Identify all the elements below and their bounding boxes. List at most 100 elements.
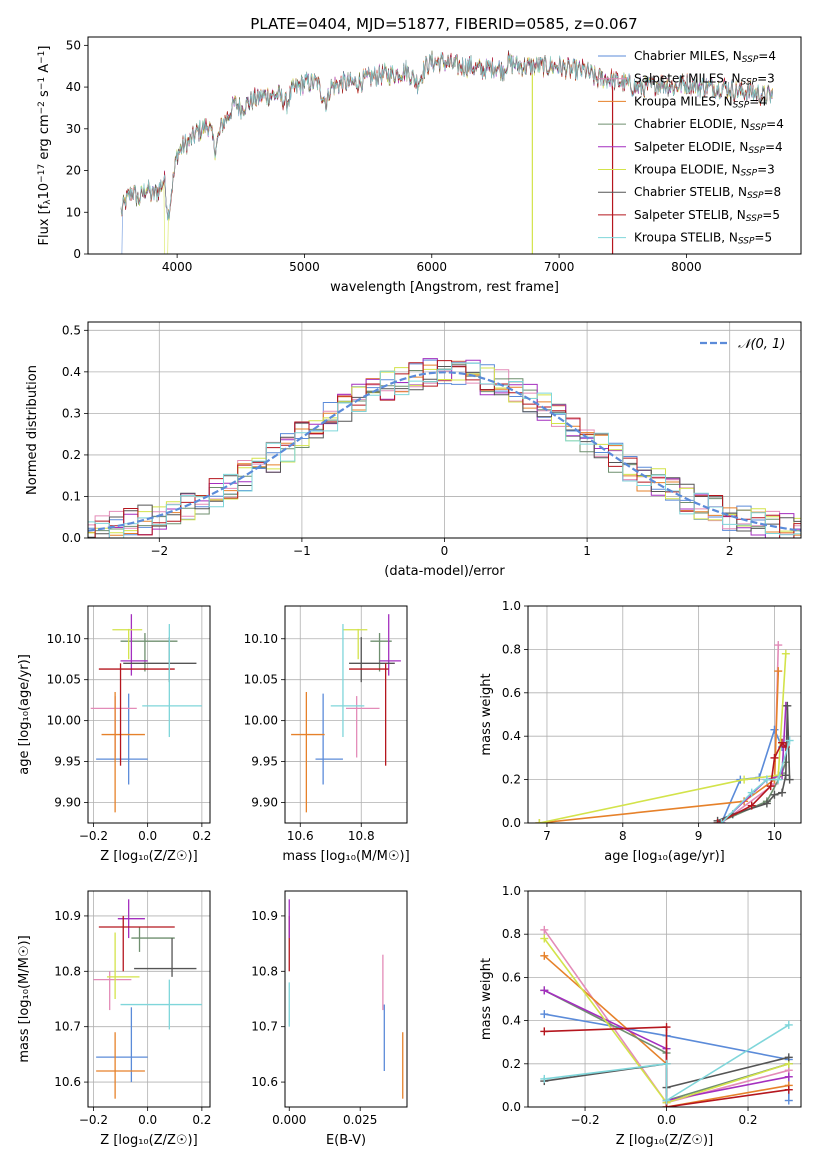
y-axis-label-part: ] <box>37 46 52 51</box>
plot-area <box>88 322 801 538</box>
y-tick-label: 0.6 <box>502 686 521 700</box>
y-axis-label-part: −17 <box>37 164 47 183</box>
axes-frame <box>284 605 408 824</box>
panels-group: 4000 5000 6000 7000 800001020304050wavelengt… <box>17 36 802 1148</box>
legend-label-part: =5 <box>754 231 772 245</box>
gaussian-curve <box>88 371 801 532</box>
x-tick-label: 1 <box>583 544 591 558</box>
legend-label-part: =3 <box>757 163 775 177</box>
grid-lines <box>285 606 407 823</box>
panel-spectrum: 4000 5000 6000 7000 8000 0 10 20 30 40 50 wavelengt… <box>37 36 802 295</box>
y-tick-label: 10.8 <box>251 964 278 978</box>
plot-area <box>285 606 407 823</box>
y-tick-label: 0.4 <box>62 365 81 379</box>
plot-area <box>88 891 210 1107</box>
legend-label-part: Kroupa MILES, N <box>634 94 733 108</box>
legend-label-chabrier-elodie: Chabrier ELODIE, NSSP=4 <box>634 117 784 133</box>
y-tick-label: 0.3 <box>62 406 81 420</box>
legend-label-gaussian: 𝒩(0, 1) <box>738 337 785 352</box>
legend-label-salpeter-stelib: Salpeter STELIB, NSSP=5 <box>634 208 780 224</box>
weight-series-kroupa-elodie <box>535 649 790 823</box>
y-tick-label: 50 <box>66 38 81 52</box>
errorbar-point-kroupa-miles <box>101 691 145 813</box>
ticks: 10.6 10.8 9.90 9.95 10.00 10.05 10.10 <box>244 632 375 843</box>
x-tick-label: 4000 <box>162 260 193 274</box>
x-tick-label: 8 <box>619 829 627 843</box>
plot-area <box>528 891 801 1107</box>
legend-label-part: SSP <box>741 169 758 179</box>
y-tick-label: 30 <box>66 122 81 136</box>
ticks: 4000 5000 6000 7000 8000 0 10 20 30 40 50 <box>66 38 702 274</box>
y-tick-label: 0.0 <box>62 531 81 545</box>
y-axis-label-part: erg cm <box>37 114 52 163</box>
y-tick-label: 10.6 <box>251 1075 278 1089</box>
legend-label-part: =4 <box>765 140 783 154</box>
y-tick-label: 0.5 <box>62 323 81 337</box>
y-axis-label: mass [log₁₀(M/M☉)] <box>17 935 32 1062</box>
y-tick-label: 10.7 <box>54 1020 81 1034</box>
y-tick-label: 10.05 <box>244 673 278 687</box>
legend-label-part: SSP <box>748 146 765 156</box>
y-tick-label: 9.95 <box>54 755 81 769</box>
axes-frame <box>527 605 802 824</box>
histogram-legend: 𝒩(0, 1) <box>700 337 785 352</box>
legend-label-part: SSP <box>742 55 759 65</box>
y-tick-label: 10.10 <box>47 632 81 646</box>
legend-label-part: Kroupa ELODIE, N <box>634 163 741 177</box>
legend-label-part: Salpeter MILES, N <box>634 72 741 86</box>
ticks: −0.2 0.0 0.2 9.90 9.95 10.00 10.05 10.10 <box>47 632 212 843</box>
y-tick-label: 0 <box>73 247 81 261</box>
errorbar-point-kroupa-miles <box>96 1032 145 1099</box>
y-tick-label: 0.8 <box>502 927 521 941</box>
y-tick-label: 20 <box>66 164 81 178</box>
errorbar-point-kroupa-elodie <box>106 932 140 999</box>
errorbar-point-chabrier-miles <box>315 693 343 785</box>
x-tick-label: 0.0 <box>657 1113 676 1127</box>
panel-mass-vs-EBV: 0.000 0.025 10.6 10.7 10.8 10.9 E(B-V) <box>251 890 408 1148</box>
legend-label-part: =3 <box>757 72 775 86</box>
errorbar-point-kroupa-miles <box>291 691 325 813</box>
x-axis-label: mass [log₁₀(M/M☉)] <box>282 849 409 864</box>
errorbar-point-salpeter-miles <box>93 971 132 1011</box>
errorbar-point-salpeter-elodie <box>117 899 145 939</box>
y-tick-label: 0.1 <box>62 489 81 503</box>
y-axis-label-part: −2 <box>37 101 47 114</box>
axes-frame <box>87 36 802 255</box>
x-tick-label: −0.2 <box>570 1113 599 1127</box>
panel-mass-vs-Z: −0.2 0.0 0.2 10.6 10.7 10.8 10.9 Z [log₁₀(Z/Z☉)… <box>17 890 211 1148</box>
x-tick-label: −2 <box>150 544 168 558</box>
y-tick-label: 9.90 <box>251 796 278 810</box>
y-tick-label: 0.2 <box>502 773 521 787</box>
y-axis-label-part: A <box>37 64 52 77</box>
grid-lines <box>528 606 801 823</box>
y-tick-label: 0.4 <box>502 729 521 743</box>
x-tick-label: 7 <box>543 829 551 843</box>
weight-line <box>539 653 787 823</box>
axes-frame <box>87 321 802 539</box>
y-axis-label: mass weight <box>479 958 494 1040</box>
ticks: −2 −1 0 1 2 0.0 0.1 0.2 0.3 0.4 0.5 <box>62 323 734 558</box>
x-axis-label: E(B-V) <box>326 1133 366 1148</box>
x-tick-label: 8000 <box>671 260 702 274</box>
legend-label-part: SSP <box>750 123 767 133</box>
errorbar-point-salpeter-elodie <box>120 614 148 676</box>
errorbar-point-salpeter-stelib <box>349 663 389 766</box>
y-tick-label: 10.00 <box>244 714 278 728</box>
x-tick-label: 10 <box>767 829 782 843</box>
errorbar-point-chabrier-elodie <box>131 927 175 952</box>
legend-label-part: SSP <box>733 101 750 111</box>
ticks: −0.2 0.0 0.2 10.6 10.7 10.8 10.9 <box>54 909 211 1127</box>
panel-mass-weight-vs-Z: −0.2 0.0 0.2 0.0 0.2 0.4 0.6 0.8 1.0 Z [log₁₀(Z/Z… <box>479 884 802 1148</box>
x-tick-label: 6000 <box>416 260 447 274</box>
y-tick-label: 10.10 <box>244 632 278 646</box>
legend-label-part: SSP <box>741 78 758 88</box>
x-axis-label: Z [log₁₀(Z/Z☉)] <box>100 849 197 864</box>
y-tick-label: 9.90 <box>54 796 81 810</box>
x-axis-label: wavelength [Angstrom, rest frame] <box>330 280 559 295</box>
legend-label-part: Salpeter ELODIE, N <box>634 140 748 154</box>
plot-area <box>288 899 404 1099</box>
panel-mass-weight-vs-age: 7 8 9 10 0.0 0.2 0.4 0.6 0.8 1.0 age [log₁₀(age/yr… <box>479 599 802 864</box>
y-axis-label-part: s <box>37 90 52 101</box>
weight-series-kroupa-stelib <box>717 736 794 823</box>
errorbar-point-chabrier-stelib <box>134 938 197 977</box>
